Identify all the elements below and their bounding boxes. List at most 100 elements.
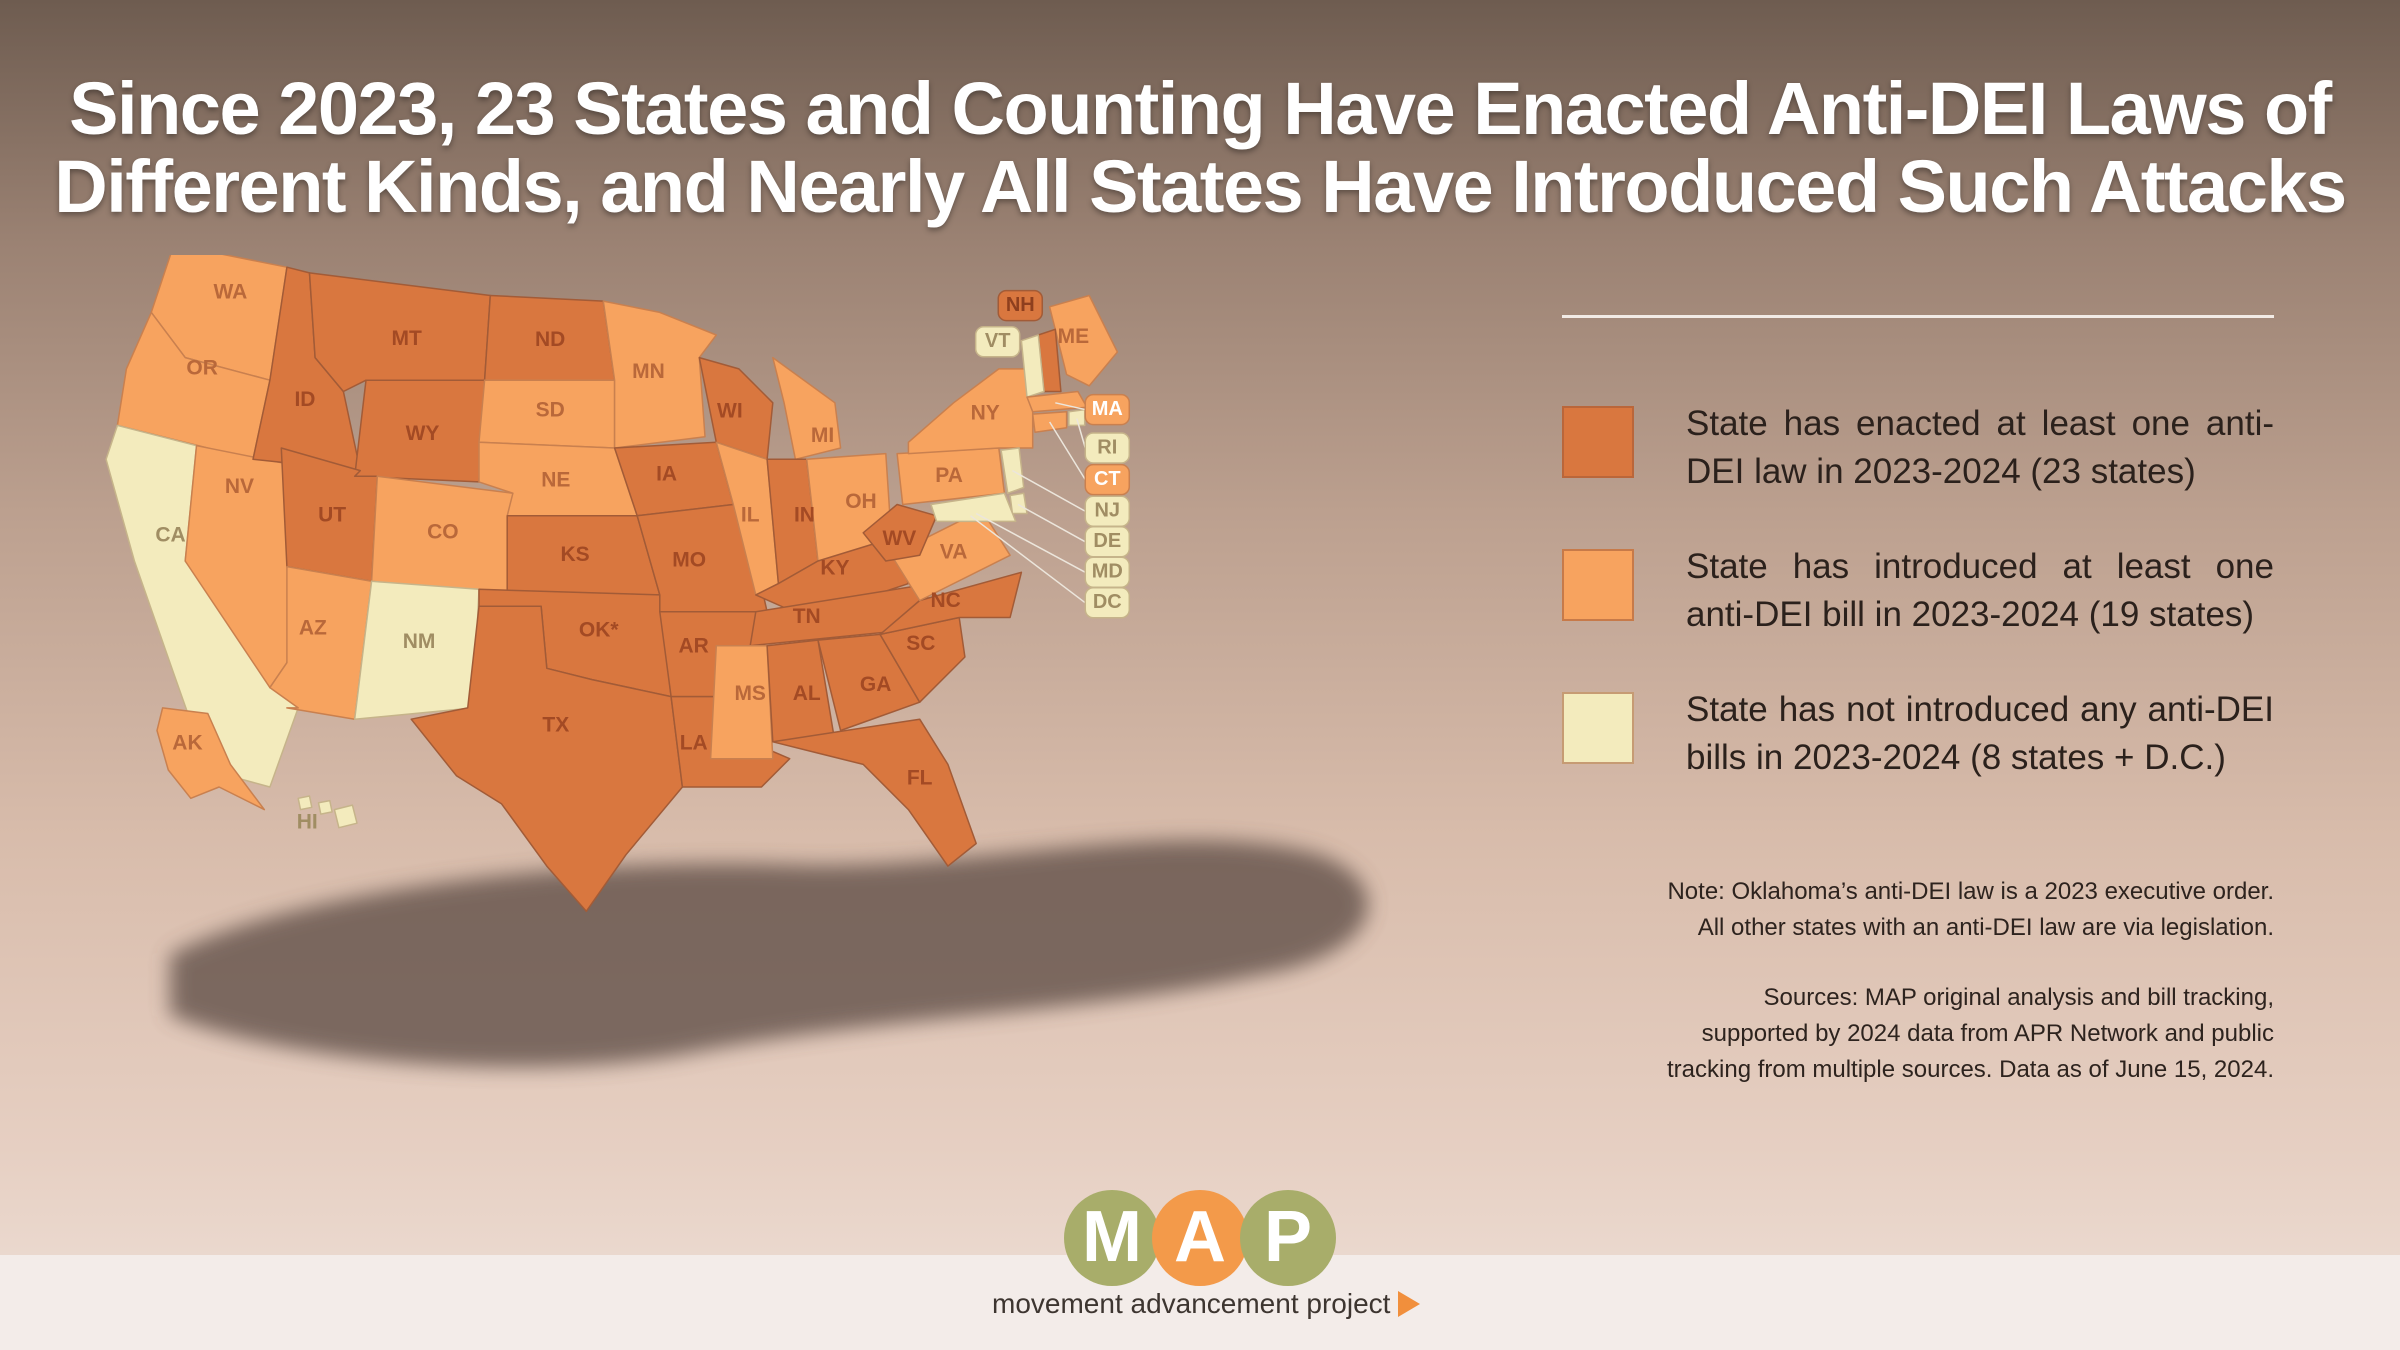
state-label-wa: WA [213, 281, 247, 304]
state-fl [772, 718, 977, 867]
state-label-id: ID [294, 388, 315, 411]
state-label-mo: MO [672, 549, 706, 572]
state-label-ny: NY [971, 402, 1000, 425]
state-label-vt: VT [985, 330, 1011, 352]
state-label-ar: AR [679, 634, 709, 657]
state-ct [1031, 411, 1068, 433]
state-tag-vt [974, 326, 1021, 358]
state-tag-ct [1084, 463, 1131, 496]
map-logo: M A P [1064, 1190, 1336, 1286]
state-label-mt: MT [392, 327, 422, 350]
state-label-la: LA [680, 732, 708, 755]
leader-line-md [975, 512, 1086, 573]
state-ak [156, 707, 266, 811]
logo-letter-a: A [1174, 1197, 1226, 1277]
state-ri [1068, 408, 1086, 427]
state-label-mn: MN [632, 360, 665, 383]
legend-item-enacted: State has enacted at least one anti-DEI … [1562, 400, 2274, 500]
state-label-nh: NH [1006, 294, 1035, 316]
state-wv [862, 503, 938, 562]
state-mi [772, 356, 842, 461]
legend-item-introduced: State has introduced at least one anti-D… [1562, 543, 2274, 643]
state-label-ok: OK* [579, 619, 620, 642]
state-vt [1020, 334, 1045, 398]
state-labels: WA OR CA NV ID MT WY UT AZ CO NM ND SD NE KS OK* TX MN IA M… [155, 281, 1131, 834]
title-line-1: Since 2023, 23 States and Counting Have … [69, 67, 2332, 150]
play-arrow-icon [1398, 1291, 1421, 1317]
legend: State has enacted at least one anti-DEI … [1562, 400, 2274, 829]
state-label-ks: KS [560, 543, 589, 566]
state-md [930, 492, 1017, 523]
state-tag-ri [1084, 432, 1131, 464]
state-label-tn: TN [793, 605, 821, 628]
logo-letter-p: P [1264, 1197, 1312, 1277]
sources-line-1: Sources: MAP original analysis and bill … [1763, 984, 2274, 1011]
leader-line-nj [1011, 469, 1086, 512]
tagline-text: movement advancement project [992, 1288, 1391, 1319]
state-hi [297, 795, 358, 829]
leader-lines [970, 402, 1087, 604]
state-me [1048, 294, 1119, 387]
state-label-il: IL [741, 503, 760, 526]
map-shadow [170, 840, 1368, 1068]
state-label-de: DE [1093, 530, 1121, 552]
legend-swatch-none [1562, 692, 1634, 764]
state-shapes [105, 255, 1119, 913]
state-label-va: VA [940, 541, 968, 564]
state-tag-nh [997, 289, 1044, 322]
state-label-ut: UT [318, 503, 346, 526]
state-label-oh: OH [845, 490, 877, 513]
state-label-ca: CA [155, 524, 185, 547]
logo-circle-p [1240, 1190, 1336, 1286]
state-label-sc: SC [906, 632, 935, 655]
note-line-1: Note: Oklahoma’s anti-DEI law is a 2023 … [1667, 878, 2274, 905]
leader-line-de [1017, 503, 1086, 543]
title-line-2: Different Kinds, and Nearly All States H… [54, 145, 2347, 228]
state-label-ky: KY [820, 556, 849, 579]
state-label-nj: NJ [1094, 500, 1120, 522]
state-label-ne: NE [541, 468, 570, 491]
state-wi [698, 356, 774, 461]
sources-line-3: tracking from multiple sources. Data as … [1667, 1056, 2274, 1083]
state-label-co: CO [427, 520, 459, 543]
legend-label-none: State has not introduced any anti-DEI bi… [1686, 690, 2274, 777]
state-label-ak: AK [172, 732, 202, 755]
logo-tagline: movement advancement project [992, 1288, 1442, 1320]
state-mn [602, 300, 718, 449]
state-va [890, 509, 1011, 602]
logo-letter-m: M [1082, 1197, 1142, 1277]
state-tag-ma [1084, 393, 1131, 426]
state-label-or: OR [186, 356, 218, 379]
state-label-ct: CT [1094, 468, 1121, 490]
legend-label-introduced: State has introduced at least one anti-D… [1686, 547, 2274, 634]
state-label-tx: TX [542, 714, 569, 737]
page-title: Since 2023, 23 States and Counting Have … [0, 70, 2400, 226]
state-label-wy: WY [406, 422, 440, 445]
state-label-pa: PA [935, 464, 963, 487]
state-label-ga: GA [860, 673, 892, 696]
state-label-wv: WV [882, 527, 916, 550]
state-de [1009, 492, 1028, 515]
state-label-nc: NC [931, 589, 961, 612]
leader-line-dc [970, 515, 1086, 604]
state-ms [709, 644, 774, 760]
state-label-ma: MA [1092, 398, 1123, 420]
oklahoma-note: Note: Oklahoma’s anti-DEI law is a 2023 … [1562, 874, 2274, 946]
leader-line-ma [1055, 402, 1086, 411]
legend-label-enacted: State has enacted at least one anti-DEI … [1686, 404, 2274, 491]
state-label-hi: HI [297, 811, 318, 834]
sources-line-2: supported by 2024 data from APR Network … [1701, 1020, 2274, 1047]
state-label-nm: NM [403, 630, 436, 653]
us-map-svg: WA OR CA NV ID MT WY UT AZ CO NM ND SD NE KS OK* TX MN IA M… [105, 255, 1368, 1068]
state-label-ri: RI [1097, 436, 1117, 458]
state-label-mi: MI [811, 424, 834, 447]
legend-divider [1562, 315, 2274, 318]
legend-swatch-introduced [1562, 549, 1634, 621]
state-label-ms: MS [734, 682, 766, 705]
state-label-me: ME [1058, 325, 1090, 348]
leader-line-ri [1076, 418, 1087, 449]
state-label-wi: WI [717, 399, 743, 422]
state-label-sd: SD [536, 398, 565, 421]
legend-item-none: State has not introduced any anti-DEI bi… [1562, 686, 2274, 786]
state-label-fl: FL [907, 767, 933, 790]
